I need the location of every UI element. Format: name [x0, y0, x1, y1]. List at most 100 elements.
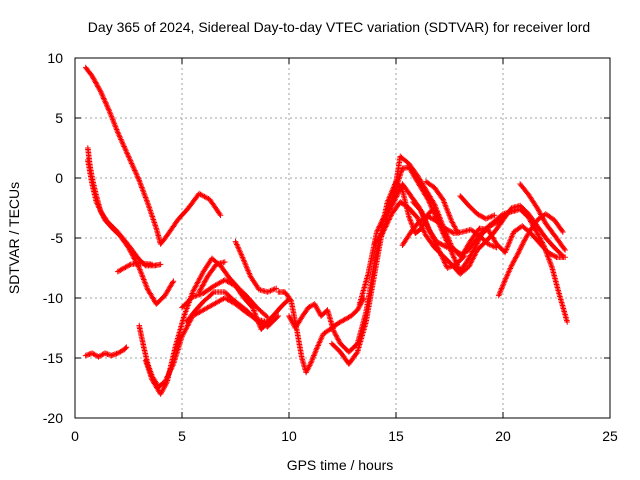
- data-point-marker: [273, 303, 285, 316]
- data-point-marker: [466, 202, 479, 216]
- chart-title: Day 365 of 2024, Sidereal Day-to-day VTE…: [88, 19, 590, 35]
- data-point-marker: [536, 240, 550, 255]
- data-point-marker: [115, 347, 126, 356]
- axis-ticks: 0 5 10 15 20 25 -20 -15 -10 -5 0 5 10: [43, 50, 618, 444]
- data-point-marker: [196, 274, 210, 295]
- x-tick-label: 15: [388, 428, 404, 444]
- data-point-marker: [110, 226, 122, 238]
- series-track-12: [275, 289, 367, 376]
- series-track-2: [85, 145, 164, 269]
- data-point-marker: [534, 205, 548, 226]
- data-point-marker: [354, 320, 369, 355]
- data-point-marker: [97, 88, 112, 113]
- y-tick-label: -20: [43, 410, 63, 426]
- data-point-marker: [247, 273, 261, 292]
- data-point-marker: [528, 218, 540, 233]
- data-point-marker: [414, 172, 428, 192]
- data-point-marker: [397, 199, 411, 210]
- data-point-marker: [410, 199, 424, 214]
- x-axis-title: GPS time / hours: [287, 457, 394, 473]
- data-points: [82, 64, 570, 397]
- data-point-marker: [185, 192, 201, 211]
- data-point-marker: [162, 278, 177, 299]
- data-point-marker: [314, 332, 326, 352]
- data-point-marker: [136, 322, 146, 348]
- y-tick-label: -15: [43, 350, 63, 366]
- data-point-marker: [553, 254, 568, 260]
- series-track-9: [183, 289, 282, 330]
- x-tick-label: 5: [178, 428, 186, 444]
- data-point-marker: [423, 232, 437, 250]
- series-track-16: [371, 199, 566, 277]
- data-point-marker: [466, 248, 480, 270]
- data-point-marker: [125, 153, 142, 182]
- data-point-marker: [303, 362, 313, 376]
- series-track-1: [82, 64, 224, 247]
- data-point-marker: [406, 205, 420, 220]
- data-point-marker: [517, 202, 531, 216]
- series-track-22: [399, 213, 500, 251]
- data-point-marker: [502, 264, 514, 283]
- data-point-marker: [468, 226, 481, 238]
- data-point-marker: [200, 284, 216, 296]
- data-point-marker: [136, 260, 155, 268]
- data-point-marker: [89, 73, 103, 94]
- data-point-marker: [423, 178, 437, 190]
- data-point-marker: [382, 200, 396, 221]
- data-point-marker: [145, 200, 159, 230]
- series-track-11: [232, 238, 279, 295]
- data-point-marker: [545, 249, 559, 260]
- data-point-marker: [508, 252, 521, 269]
- series-track-10: [196, 259, 228, 295]
- data-point-marker: [555, 289, 570, 325]
- data-point-marker: [457, 193, 471, 208]
- data-point-marker: [243, 307, 259, 323]
- data-point-marker: [292, 315, 304, 331]
- data-point-marker: [153, 293, 167, 307]
- data-point-marker: [164, 218, 180, 239]
- data-point-marker: [196, 190, 212, 202]
- data-point-marker: [380, 212, 394, 235]
- y-tick-label: 10: [47, 50, 63, 66]
- data-point-marker: [93, 199, 108, 222]
- data-point-marker: [207, 196, 224, 218]
- data-point-marker: [102, 217, 116, 232]
- data-point-marker: [356, 272, 371, 307]
- data-point-marker: [294, 331, 305, 360]
- data-point-marker: [442, 243, 456, 253]
- data-point-marker: [164, 344, 178, 385]
- data-point-marker: [485, 241, 500, 251]
- data-point-marker: [444, 262, 458, 271]
- data-point-marker: [200, 301, 216, 313]
- data-point-marker: [232, 238, 245, 258]
- data-point-marker: [543, 220, 559, 240]
- data-point-marker: [346, 341, 360, 355]
- data-point-marker: [264, 285, 279, 295]
- data-point-marker: [106, 108, 120, 134]
- data-point-marker: [189, 270, 206, 295]
- data-point-marker: [222, 277, 237, 288]
- data-point-marker: [232, 283, 246, 300]
- data-point-marker: [121, 344, 130, 353]
- data-point-marker: [264, 310, 278, 325]
- data-point-marker: [427, 229, 441, 252]
- data-point-marker: [543, 211, 556, 222]
- data-point-marker: [553, 235, 568, 253]
- data-point-marker: [281, 289, 293, 302]
- data-point-marker: [232, 298, 248, 312]
- data-point-marker: [463, 246, 478, 265]
- data-point-marker: [466, 236, 480, 253]
- data-point-marker: [136, 265, 150, 291]
- data-point-marker: [307, 347, 319, 367]
- data-point-marker: [388, 200, 403, 217]
- data-point-marker: [459, 238, 473, 258]
- data-point-marker: [157, 234, 169, 247]
- data-point-marker: [183, 309, 197, 325]
- data-point-marker: [346, 350, 360, 367]
- data-point-marker: [483, 212, 498, 222]
- data-point-marker: [397, 153, 411, 166]
- data-point-marker: [371, 230, 386, 247]
- y-tick-label: 0: [55, 170, 63, 186]
- data-point-marker: [433, 218, 447, 231]
- data-point-marker: [149, 376, 163, 396]
